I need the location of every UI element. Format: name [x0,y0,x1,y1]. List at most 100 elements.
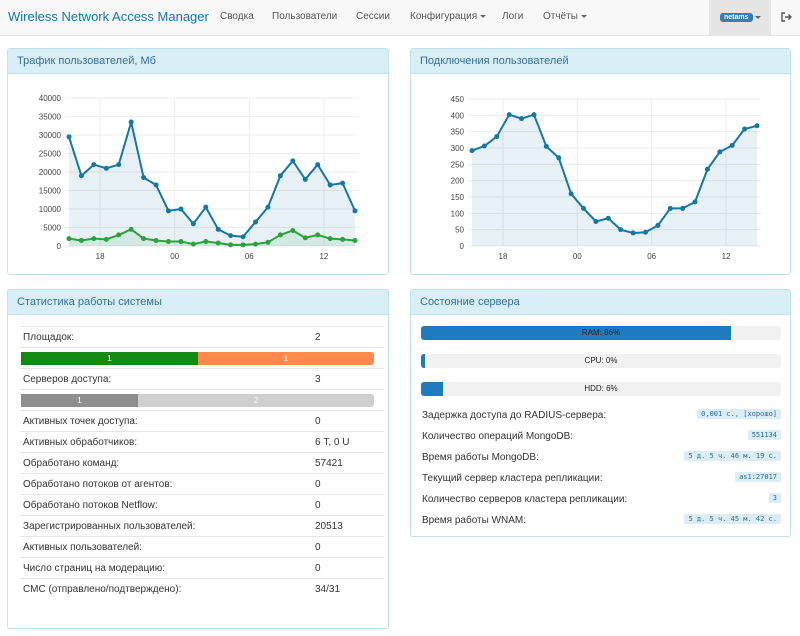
connections-panel-title: Подключения пользователей [411,49,790,74]
y-tick-label: 100 [451,209,465,218]
data-point [290,158,296,164]
data-point [568,191,574,197]
app-title[interactable]: Wireless Network Access Manager [8,9,209,24]
nav-configuration-label: Конфигурация [410,11,478,22]
data-point [91,162,97,168]
stats-row: Зарегистрированных пользователей: 20513 [20,515,384,536]
data-point [277,173,283,179]
server-value: 551134 [747,430,781,440]
cpu-progress-label: CPU: 0% [584,356,618,365]
x-tick-label: 06 [647,252,656,261]
ram-progress: RAM: 86% [421,326,781,340]
stats-label: Площадок: [23,332,75,343]
data-point [253,219,259,225]
servers-bar: 1 2 [20,389,384,410]
traffic-panel: Трафик пользователей, Мб 0 5000 10000 15000… [7,48,389,275]
data-point [352,208,358,214]
data-point [506,112,512,118]
nav-reports[interactable]: Отчёты [543,11,587,22]
nav-sessions[interactable]: Сессии [356,11,390,22]
stats-row: Активных обработчиков: 6 Т, 0 U [20,431,384,452]
data-point [153,182,159,188]
stats-row: Обработано команд: 57421 [20,452,384,473]
server-row: Текущий сервер кластера репликации: as1:2… [421,469,781,489]
stats-panel-title: Статистика работы системы [8,290,388,315]
data-point [178,206,184,212]
x-tick-label: 00 [573,252,582,261]
hdd-progress: HDD: 6% [421,382,781,396]
data-point [655,222,661,228]
data-point [340,180,346,186]
y-tick-label: 350 [451,128,465,137]
data-point [228,242,234,248]
data-point [240,234,246,240]
data-point [103,165,109,171]
user-menu[interactable]: netams [709,0,771,35]
data-point [531,112,537,118]
y-tick-label: 0 [57,242,62,251]
navbar: Wireless Network Access Manager Сводка П… [0,0,800,36]
x-tick-label: 12 [722,252,731,261]
data-point [178,239,184,245]
y-tick-label: 200 [451,177,465,186]
stats-panel: Статистика работы системы Площадок: 2 1 … [7,289,389,629]
data-point [680,205,686,211]
traffic-chart: 0 5000 10000 15000 20000 25000 30000 35000 40000… [39,94,359,261]
data-point [215,226,221,232]
chevron-down-icon [580,14,587,18]
y-tick-label: 25000 [39,150,62,159]
server-row: Количество операций MongoDB: 551134 [421,427,781,447]
data-point [556,155,562,161]
data-point [203,204,209,210]
data-point [128,226,134,232]
stats-row: СМС (отправлено/подтверждено): 34/31 [20,578,384,599]
stats-row: Активных точек доступа: 0 [20,410,384,431]
y-tick-label: 450 [451,95,465,104]
series-area [69,122,355,246]
stats-value: 3 [315,374,321,385]
nav-users[interactable]: Пользователи [272,11,338,22]
sites-bar: 1 1 [20,347,384,368]
logout-icon[interactable] [780,11,792,23]
data-point [78,237,84,243]
stats-label: Активных точек доступа: [23,416,138,427]
connections-chart: 0 50 100 150 200 250 300 350 400 450 18 00 06 12 [451,95,761,261]
sites-bar-segment: 1 [198,352,374,365]
server-row: Время работы MongoDB: 5 д. 5 ч. 46 м. 19 … [421,448,781,468]
x-tick-label: 00 [170,252,179,261]
server-label: Количество серверов кластера репликации: [422,494,628,505]
data-point [352,237,358,243]
nav-logs[interactable]: Логи [502,11,524,22]
nav-configuration[interactable]: Конфигурация [410,11,487,22]
data-point [141,175,147,181]
y-tick-label: 300 [451,144,465,153]
traffic-panel-title: Трафик пользователей, Мб [8,49,388,74]
stats-value: 0 [315,479,321,490]
server-value: 5 д. 5 ч. 46 м. 19 с. [684,451,781,461]
data-point [265,204,271,210]
stats-label: Активных обработчиков: [23,437,138,448]
nav-summary[interactable]: Сводка [220,11,254,22]
data-point [543,143,549,149]
data-point [103,236,109,242]
x-tick-label: 06 [245,252,254,261]
data-point [190,221,196,227]
data-point [469,148,475,154]
stats-value: 0 [315,500,321,511]
data-point [190,241,196,247]
x-tick-label: 18 [96,252,105,261]
stats-row: Активных пользователей: 0 [20,536,384,557]
data-point [302,235,308,241]
data-point [215,240,221,246]
hdd-progress-fill [421,382,443,396]
data-point [605,215,611,221]
series-area [69,229,355,246]
data-point [290,227,296,233]
data-point [340,236,346,242]
data-point [667,205,673,211]
data-point [692,199,698,205]
x-tick-label: 18 [499,252,508,261]
data-point [315,232,321,238]
data-point [481,143,487,149]
stats-row: Обработано потоков от агентов: 0 [20,473,384,494]
